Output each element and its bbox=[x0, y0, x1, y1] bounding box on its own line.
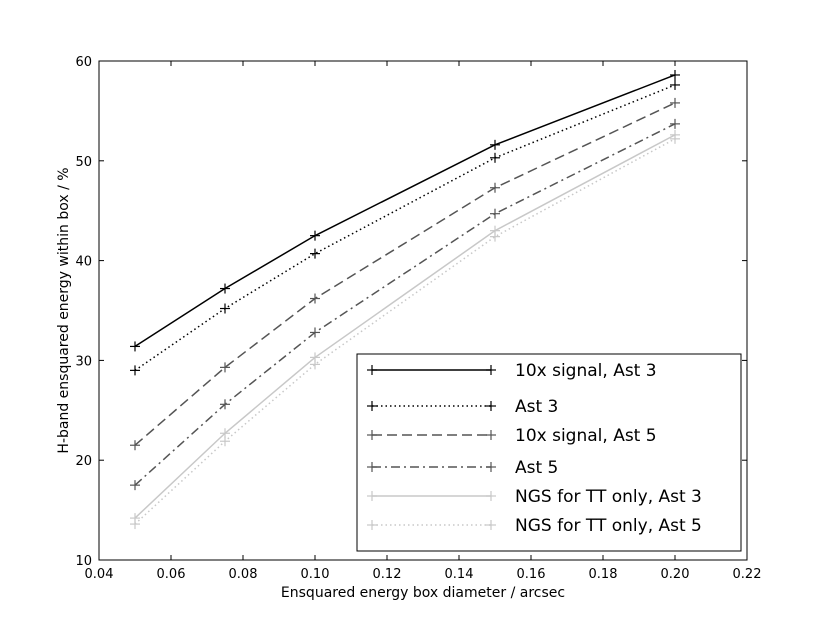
data-point-marker bbox=[310, 359, 320, 370]
legend-label: 10x signal, Ast 5 bbox=[515, 426, 657, 446]
legend-box bbox=[356, 353, 742, 552]
legend-entry: Ast 5 bbox=[367, 458, 558, 478]
series-5 bbox=[130, 129, 680, 524]
y-tick-label: 40 bbox=[75, 255, 92, 270]
x-tick-label: 0.22 bbox=[733, 567, 762, 582]
series-2 bbox=[130, 79, 680, 376]
data-point-marker bbox=[220, 362, 230, 373]
legend-label: NGS for TT only, Ast 5 bbox=[515, 516, 702, 536]
x-tick-label: 0.18 bbox=[589, 567, 618, 582]
data-point-marker bbox=[220, 283, 230, 294]
series-1 bbox=[130, 69, 680, 352]
data-point-marker bbox=[130, 480, 140, 491]
data-point-marker bbox=[670, 97, 680, 108]
legend-entry: NGS for TT only, Ast 5 bbox=[367, 516, 702, 536]
data-point-marker bbox=[130, 341, 140, 352]
y-tick-label: 10 bbox=[75, 554, 92, 569]
data-point-marker bbox=[130, 365, 140, 376]
data-point-marker bbox=[490, 182, 500, 193]
x-tick-label: 0.10 bbox=[301, 567, 330, 582]
data-point-marker bbox=[310, 293, 320, 304]
data-point-marker bbox=[670, 79, 680, 90]
data-point-marker bbox=[220, 436, 230, 447]
plot-frame bbox=[98, 60, 748, 561]
legend-entry: 10x signal, Ast 3 bbox=[367, 361, 657, 381]
legend-entry: Ast 3 bbox=[367, 397, 558, 417]
data-point-marker bbox=[130, 519, 140, 530]
legend-label: Ast 3 bbox=[515, 397, 558, 417]
data-point-marker bbox=[220, 303, 230, 314]
data-point-marker bbox=[310, 327, 320, 338]
axes: 0.04 0.06 0.08 0.10 0.12 0.14 0.16 0.18 0.20 0.22… bbox=[75, 55, 761, 582]
data-point-marker bbox=[220, 399, 230, 410]
x-tick-label: 0.08 bbox=[229, 567, 258, 582]
y-tick-label: 60 bbox=[75, 55, 92, 70]
legend-label: 10x signal, Ast 3 bbox=[515, 361, 657, 381]
series-3 bbox=[130, 97, 680, 451]
y-tick-label: 20 bbox=[75, 454, 92, 469]
legend-label: Ast 5 bbox=[515, 458, 558, 478]
data-point-marker bbox=[670, 118, 680, 129]
x-axis-label: Ensquared energy box diameter / arcsec bbox=[281, 585, 565, 601]
x-tick-label: 0.06 bbox=[157, 567, 186, 582]
x-tick-label: 0.16 bbox=[517, 567, 546, 582]
data-point-marker bbox=[130, 440, 140, 451]
y-tick-label: 50 bbox=[75, 155, 92, 170]
data-point-marker bbox=[490, 208, 500, 219]
data-point-marker bbox=[670, 69, 680, 80]
series-6 bbox=[130, 133, 680, 530]
series-line bbox=[134, 84, 676, 371]
series-4 bbox=[130, 118, 680, 491]
data-point-marker bbox=[490, 231, 500, 242]
y-tick-label: 30 bbox=[75, 354, 92, 369]
y-axis-label: H-band ensquared energy within box / % bbox=[56, 167, 72, 453]
series-line bbox=[134, 138, 676, 525]
data-point-marker bbox=[310, 230, 320, 241]
data-point-marker bbox=[310, 248, 320, 259]
data-point-marker bbox=[490, 139, 500, 150]
x-tick-label: 0.14 bbox=[445, 567, 474, 582]
x-tick-label: 0.20 bbox=[661, 567, 690, 582]
legend: 10x signal, Ast 3 Ast 3 10x signal, Ast 5 A… bbox=[356, 353, 742, 552]
legend-label: NGS for TT only, Ast 3 bbox=[515, 487, 702, 507]
legend-entry: 10x signal, Ast 5 bbox=[367, 426, 657, 446]
x-tick-label: 0.04 bbox=[85, 567, 114, 582]
x-tick-label: 0.12 bbox=[373, 567, 402, 582]
legend-entry: NGS for TT only, Ast 3 bbox=[367, 487, 702, 507]
data-point-marker bbox=[670, 133, 680, 144]
plot-area bbox=[130, 69, 680, 530]
data-point-marker bbox=[490, 152, 500, 163]
